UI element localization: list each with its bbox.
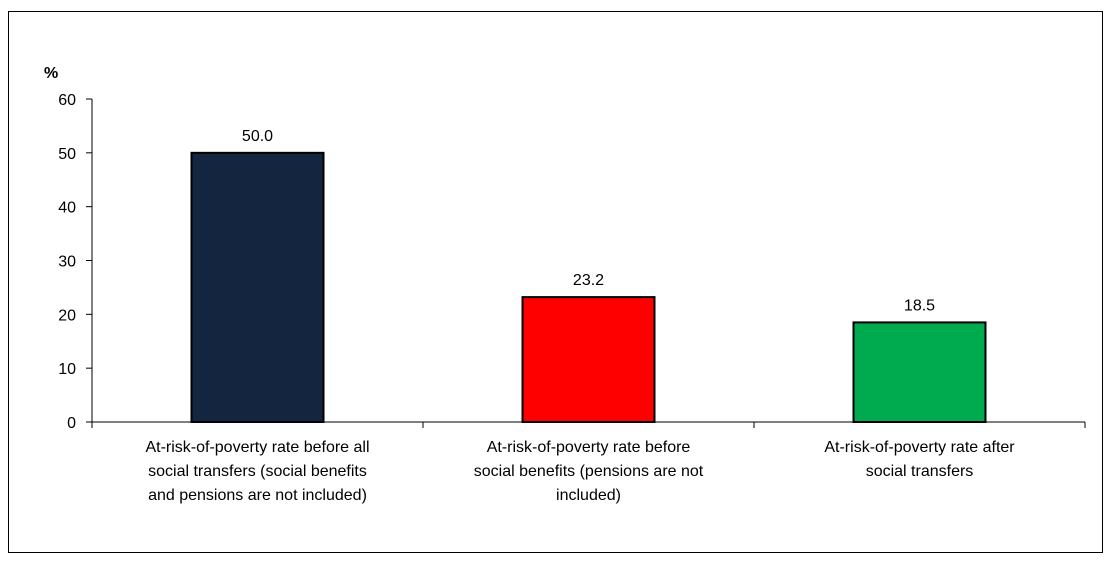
bar-1 [190, 151, 325, 423]
bar-3 [852, 321, 987, 423]
category-labels: At-risk-of-poverty rate before all social… [145, 439, 1015, 504]
category-label-line: social transfers (social benefits [148, 463, 367, 480]
category-label-line: and pensions are not included) [148, 487, 367, 504]
category-label-line: At-risk-of-poverty rate after [824, 439, 1015, 456]
y-tick-label: 40 [58, 200, 76, 217]
category-label-3: At-risk-of-poverty rate after social tran… [824, 439, 1015, 480]
category-label-2: At-risk-of-poverty rate before social ben… [474, 439, 704, 504]
y-tick-label: 30 [58, 254, 76, 271]
bars [190, 151, 987, 423]
category-label-line: At-risk-of-poverty rate before [487, 439, 691, 456]
category-label-line: included) [556, 487, 621, 504]
value-label-2: 23.2 [573, 272, 604, 289]
bar-2 [521, 296, 656, 423]
y-axis: 0 10 20 30 40 50 60 [58, 92, 93, 432]
value-label-1: 50.0 [242, 128, 273, 145]
y-tick-label: 20 [58, 307, 76, 324]
y-tick-label: 0 [67, 415, 76, 432]
category-label-1: At-risk-of-poverty rate before all social… [145, 439, 369, 504]
category-label-line: social transfers [866, 463, 974, 480]
y-tick-label: 10 [58, 361, 76, 378]
category-label-line: social benefits (pensions are not [474, 463, 704, 480]
y-tick-label: 50 [58, 146, 76, 163]
value-labels: 50.0 23.2 18.5 [242, 128, 935, 315]
value-label-3: 18.5 [904, 297, 935, 314]
y-axis-unit-label: % [44, 65, 58, 82]
y-tick-label: 60 [58, 92, 76, 109]
category-label-line: At-risk-of-poverty rate before all [145, 439, 369, 456]
